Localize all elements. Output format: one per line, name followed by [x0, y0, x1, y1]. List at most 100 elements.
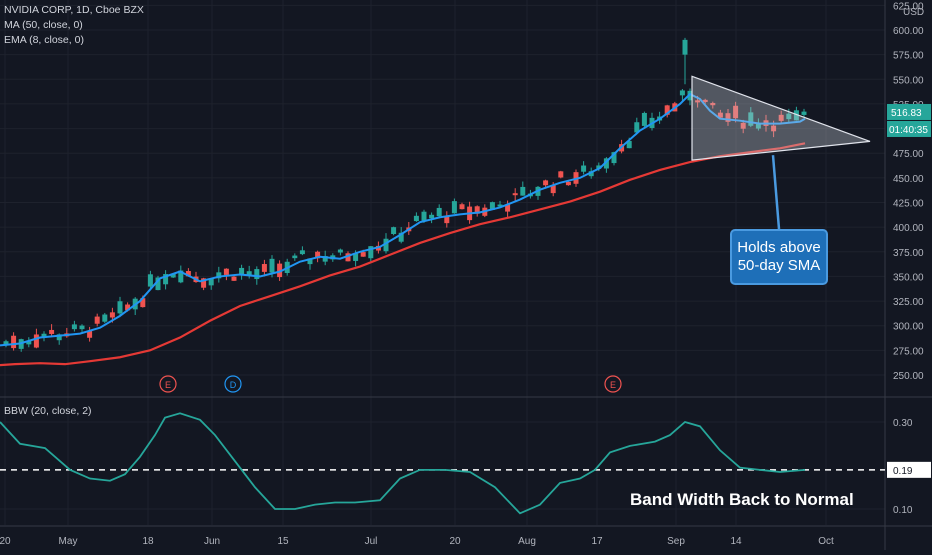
x-tick-label: 14	[730, 536, 742, 547]
y-tick-label: 275.00	[893, 346, 924, 357]
y-tick-label: 625.00	[893, 1, 924, 12]
bbw-note: Band Width Back to Normal	[630, 490, 854, 509]
event-label: E	[165, 380, 171, 390]
candle-body	[505, 204, 511, 212]
candle-body	[147, 274, 153, 287]
y-tick-label: 600.00	[893, 26, 924, 37]
candle-body	[140, 298, 146, 308]
bbw-tick-label: 0.30	[893, 418, 913, 429]
callout-arrow	[771, 155, 781, 230]
x-tick-label: 20	[0, 536, 11, 547]
bbw-line	[0, 412, 806, 515]
candle-body	[474, 206, 480, 214]
y-tick-label: 250.00	[893, 371, 924, 382]
candle-body	[299, 250, 305, 255]
event-label: E	[610, 380, 616, 390]
y-tick-label: 300.00	[893, 322, 924, 333]
candle-body	[71, 324, 77, 330]
candle-body	[11, 335, 17, 349]
candle-body	[596, 165, 602, 169]
candle-body	[216, 272, 222, 279]
callout-line1: Holds above	[737, 239, 821, 256]
candle-body	[413, 215, 419, 222]
y-tick-label: 400.00	[893, 223, 924, 234]
candle-body	[201, 278, 207, 288]
candle-body	[603, 158, 609, 169]
candle-body	[550, 185, 556, 194]
candle-body	[641, 112, 647, 126]
candle-body	[725, 113, 731, 122]
candle-body	[626, 140, 632, 149]
candle-body	[79, 325, 85, 330]
candle-body	[87, 330, 93, 338]
ma-legend: MA (50, close, 0)	[4, 19, 83, 31]
candle-body	[543, 180, 549, 186]
bbw-value-text: 0.19	[893, 466, 913, 477]
last-price-badge	[887, 103, 931, 120]
y-tick-label: 575.00	[893, 51, 924, 62]
candle-body	[634, 122, 640, 133]
candle-body	[451, 201, 457, 214]
candle-body	[421, 211, 427, 221]
countdown-text: 01:40:35	[889, 125, 928, 136]
x-tick-label: 17	[591, 536, 603, 547]
candle-body	[345, 253, 351, 262]
candle-body	[185, 271, 191, 277]
candle-body	[444, 216, 450, 224]
event-marker	[224, 375, 242, 393]
candle-body	[679, 90, 685, 96]
candle-body	[368, 246, 374, 259]
candle-body	[3, 341, 9, 345]
bbw-legend: BBW (20, close, 2)	[4, 405, 92, 417]
candle-body	[322, 256, 328, 262]
candle-body	[360, 252, 366, 257]
candle-body	[702, 99, 708, 103]
candle-body	[771, 125, 777, 132]
sma-callout: Holds above 50-day SMA	[730, 229, 828, 285]
candle-body	[558, 171, 564, 178]
candle-body	[178, 270, 184, 283]
candle-body	[254, 269, 260, 280]
event-label: D	[230, 380, 237, 390]
ema-legend: EMA (8, close, 0)	[4, 34, 84, 46]
candle-body	[611, 152, 617, 164]
candle-body	[565, 181, 571, 186]
candle-body	[687, 90, 693, 101]
candle-body	[398, 232, 404, 242]
y-tick-label: 325.00	[893, 297, 924, 308]
candle-body	[748, 112, 754, 126]
candle-body	[315, 251, 321, 259]
candle-body	[117, 301, 123, 314]
countdown-badge	[887, 120, 931, 137]
candle-body	[102, 314, 108, 322]
candle-body	[436, 207, 442, 217]
candle-body	[353, 253, 359, 261]
candle-body	[155, 277, 161, 291]
y-tick-label: 475.00	[893, 149, 924, 160]
candle-body	[391, 227, 397, 235]
y-tick-label: 425.00	[893, 199, 924, 210]
candle-body	[33, 334, 39, 348]
candle-body	[489, 202, 495, 210]
candle-body	[717, 112, 723, 118]
candle-body	[223, 268, 229, 275]
currency-label: USD	[903, 7, 924, 18]
symbol-legend: NVIDIA CORP, 1D, Cboe BZX	[4, 4, 144, 16]
candle-body	[682, 39, 688, 55]
y-tick-label: 350.00	[893, 272, 924, 283]
candle-body	[261, 264, 267, 272]
candle-body	[41, 333, 47, 338]
candle-body	[26, 340, 32, 345]
x-tick-label: 20	[449, 536, 461, 547]
candle-body	[733, 105, 739, 119]
candle-body	[710, 102, 716, 106]
candle-body	[778, 114, 784, 121]
candle-body	[588, 171, 594, 177]
x-tick-label: 18	[142, 536, 154, 547]
x-tick-label: Jun	[204, 536, 220, 547]
candles-group	[3, 37, 807, 352]
y-tick-label: 450.00	[893, 174, 924, 185]
candle-body	[208, 278, 214, 286]
candle-body	[246, 271, 252, 275]
y-tick-label: 550.00	[893, 75, 924, 86]
